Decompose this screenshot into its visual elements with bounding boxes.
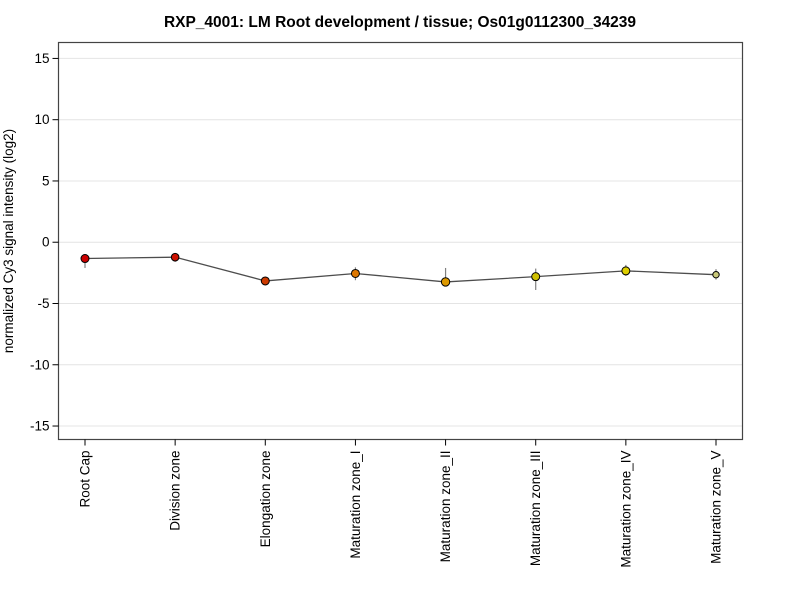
y-tick-label: -10 <box>30 357 50 372</box>
y-tick-label: 5 <box>42 173 50 188</box>
x-tick-label: Maturation zone_V <box>709 451 724 564</box>
x-tick-label: Root Cap <box>78 451 93 508</box>
y-tick-label: 10 <box>34 112 49 127</box>
data-point <box>440 277 451 287</box>
x-tick-label: Elongation zone <box>258 451 273 548</box>
data-point <box>350 268 360 278</box>
data-point <box>170 252 180 262</box>
data-point <box>621 266 631 276</box>
y-tick-label: -5 <box>37 296 49 311</box>
y-axis-label: normalized Cy3 signal intensity (log2) <box>1 129 16 353</box>
data-point <box>531 272 541 282</box>
data-point <box>80 254 90 264</box>
plot-box <box>57 41 744 441</box>
data-point <box>260 276 270 286</box>
x-tick-label: Division zone <box>168 451 183 531</box>
x-tick-label: Maturation zone_I <box>348 451 363 559</box>
data-point <box>712 270 720 279</box>
plot-area: 15 10 5 0 -5 -10 -15 Root Cap Division zone Elong… <box>30 41 744 568</box>
y-tick-label: 15 <box>34 51 49 66</box>
chart-title: RXP_4001: LM Root development / tissue; … <box>164 14 636 31</box>
y-tick-label: 0 <box>42 235 50 250</box>
x-tick-label: Maturation zone_II <box>438 451 453 563</box>
y-tick-label: -15 <box>30 419 50 434</box>
series-line <box>84 256 717 283</box>
x-tick-label: Maturation zone_III <box>528 451 543 567</box>
x-tick-label: Maturation zone_IV <box>618 451 633 568</box>
